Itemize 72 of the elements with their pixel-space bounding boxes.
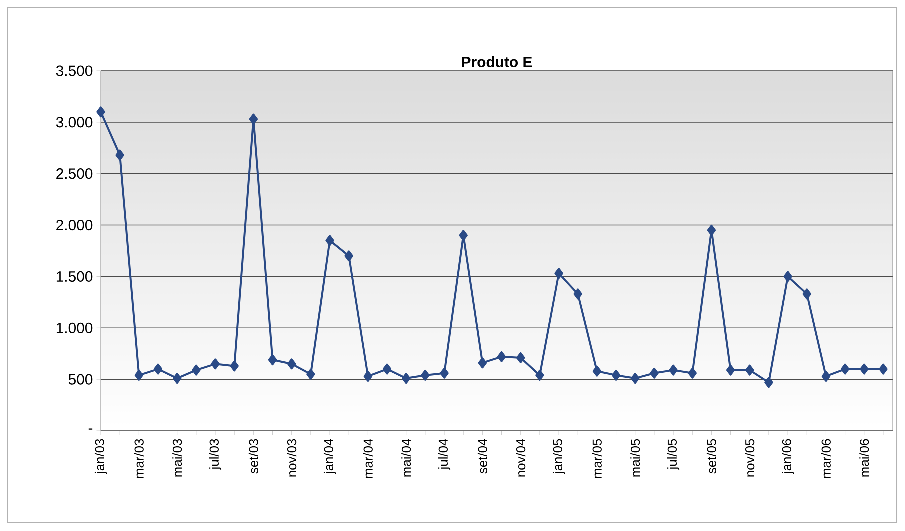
x-tick-label: mai/03 (172, 439, 182, 477)
point (326, 235, 334, 246)
point (592, 366, 602, 377)
point (497, 351, 506, 362)
x-tick-label: jan/06 (782, 439, 794, 474)
point (211, 358, 220, 370)
x-tick-label: nov/05 (745, 439, 755, 477)
point (382, 364, 392, 375)
x-tick-label: jan/05 (552, 439, 566, 474)
point (688, 368, 697, 379)
point (154, 364, 163, 375)
point (306, 368, 316, 380)
x-tick-label: mar/04 (363, 439, 373, 478)
point (516, 352, 526, 364)
x-tick-label: mar/03 (134, 439, 144, 478)
y-tick-label: 1.500 (56, 271, 93, 282)
y-tick-label: 2.000 (56, 220, 93, 231)
x-tick-label: mar/06 (821, 439, 831, 478)
point (96, 106, 106, 118)
point (287, 358, 296, 370)
x-tick-label: jul/03 (209, 439, 222, 470)
point (172, 373, 182, 384)
point (402, 373, 411, 384)
y-tick-label: 2.500 (56, 168, 93, 180)
point (554, 268, 564, 280)
x-tick-label: nov/03 (287, 439, 297, 477)
point (650, 368, 659, 379)
point (784, 271, 792, 282)
x-tick-label: mar/05 (592, 439, 602, 478)
point (116, 150, 124, 161)
chart-title: Produto E (462, 56, 532, 68)
y-tick-label: 500 (68, 374, 93, 385)
point (879, 364, 888, 375)
y-tick-label: 3.000 (56, 117, 93, 128)
point (669, 364, 678, 376)
point (746, 364, 754, 376)
point (802, 288, 812, 300)
x-tick-label: jul/05 (667, 439, 680, 470)
x-tick-label: jan/04 (324, 439, 336, 474)
x-tick-label: set/04 (478, 439, 488, 474)
point (344, 250, 354, 262)
point (440, 368, 449, 379)
point (860, 364, 869, 375)
x-tick-label: set/05 (706, 439, 716, 474)
point (192, 364, 201, 376)
x-tick-label: mai/05 (630, 439, 640, 477)
point (478, 358, 488, 369)
x-tick-label: mai/06 (860, 439, 870, 477)
point (249, 114, 258, 125)
point (726, 364, 736, 376)
x-tick-label: mai/04 (402, 439, 412, 477)
x-tick-label: jul/04 (438, 439, 451, 470)
point (134, 370, 144, 381)
point (364, 371, 373, 382)
y-tick-label: 3.500 (56, 66, 93, 76)
x-tick-label: jan/03 (94, 439, 108, 474)
x-tick-label: nov/04 (516, 439, 526, 477)
point (822, 371, 831, 382)
point (631, 373, 640, 384)
point (230, 360, 239, 372)
point (421, 370, 430, 381)
point (574, 288, 582, 300)
point (536, 370, 544, 381)
point (459, 230, 468, 242)
y-tick-label: - (88, 428, 93, 430)
y-tick-label: 1.000 (56, 322, 93, 334)
point (612, 370, 621, 381)
point (268, 354, 278, 366)
point (764, 377, 774, 388)
point (707, 224, 716, 236)
x-tick-label: set/03 (248, 439, 258, 474)
point (840, 364, 850, 375)
